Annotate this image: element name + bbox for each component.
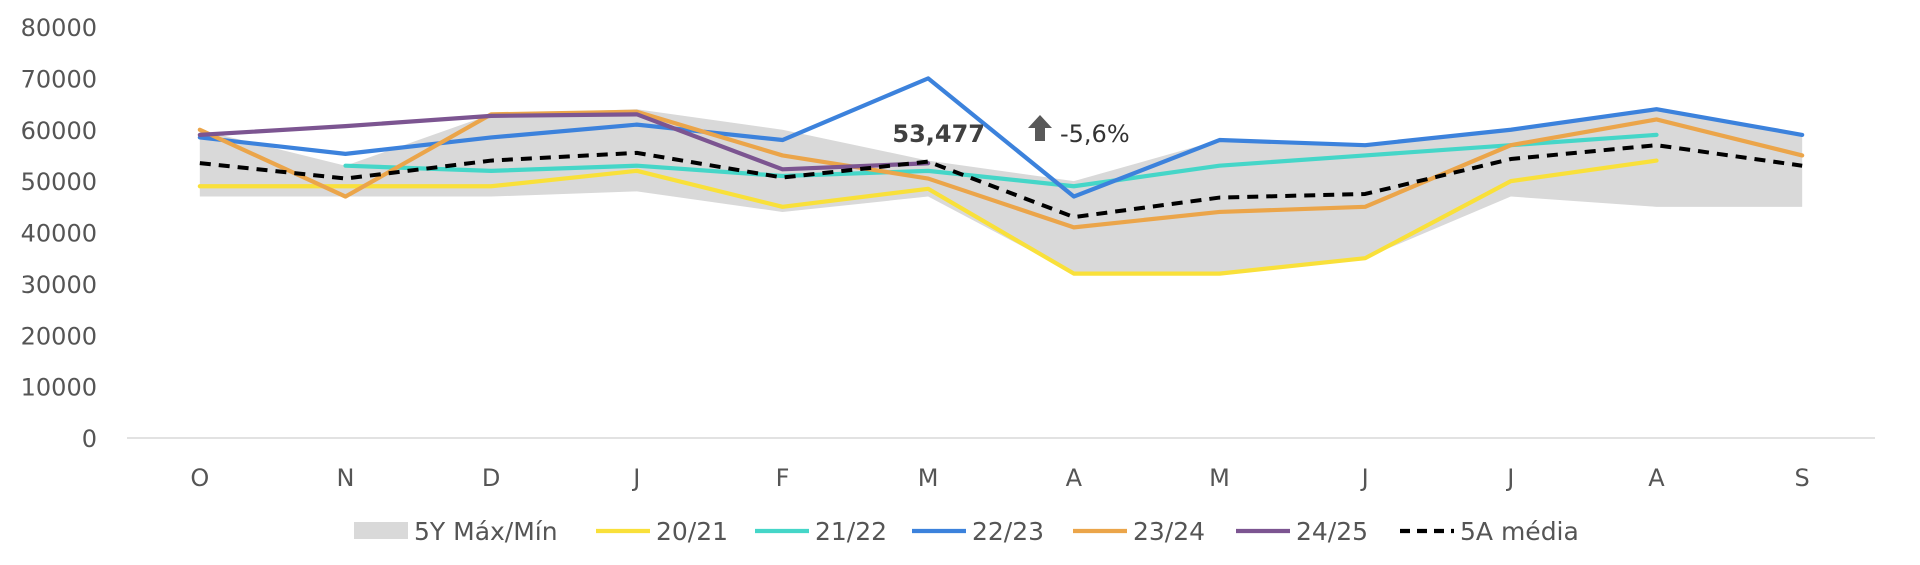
series-line-22-23 xyxy=(197,76,1805,199)
x-tick-label: M xyxy=(1209,464,1230,492)
annotation-value: 53,477 xyxy=(892,120,985,148)
legend-label: 22/23 xyxy=(972,517,1044,546)
x-tick-label: M xyxy=(918,464,939,492)
series-line-5a-m-dia xyxy=(199,143,1803,220)
legend-item: 21/22 xyxy=(755,517,887,546)
y-tick-label: 50000 xyxy=(21,168,97,196)
band-max-min-area xyxy=(199,109,1803,274)
band-layer xyxy=(199,109,1803,274)
arrow-up-icon xyxy=(1028,115,1052,141)
legend-label: 5A média xyxy=(1460,517,1579,546)
y-tick-label: 20000 xyxy=(21,322,97,350)
y-tick-label: 60000 xyxy=(21,117,97,145)
annotation-change: -5,6% xyxy=(1060,120,1130,148)
x-tick-label: J xyxy=(1360,464,1369,492)
series-line-24-25 xyxy=(197,112,931,172)
legend-item: 20/21 xyxy=(596,517,728,546)
legend-item: 24/25 xyxy=(1236,517,1368,546)
x-tick-label: O xyxy=(190,464,209,492)
series-line-20-21 xyxy=(197,158,1659,276)
y-tick-label: 0 xyxy=(82,425,97,453)
y-axis: 0 10000 20000 30000 40000 50000 60000 70000 8000… xyxy=(21,14,97,453)
legend-label: 24/25 xyxy=(1296,517,1368,546)
y-tick-label: 40000 xyxy=(21,220,97,248)
legend-label: 21/22 xyxy=(815,517,887,546)
series-line-23-24 xyxy=(197,109,1805,230)
legend-item: 23/24 xyxy=(1073,517,1205,546)
legend-label: 5Y Máx/Mín xyxy=(414,517,558,546)
legend-item: 22/23 xyxy=(912,517,1044,546)
legend-label: 23/24 xyxy=(1133,517,1205,546)
legend-label: 20/21 xyxy=(656,517,728,546)
x-tick-label: J xyxy=(631,464,640,492)
legend-item: 5Y Máx/Mín xyxy=(354,517,558,546)
x-tick-label: J xyxy=(1505,464,1514,492)
y-tick-label: 80000 xyxy=(21,14,97,42)
x-tick-label: N xyxy=(337,464,355,492)
legend-swatch xyxy=(354,522,408,539)
legend-item: 5A média xyxy=(1400,517,1579,546)
series-line-21-22 xyxy=(343,132,1659,189)
annotation: 53,477 -5,6% xyxy=(892,115,1130,148)
x-tick-label: A xyxy=(1648,464,1665,492)
y-tick-label: 30000 xyxy=(21,271,97,299)
legend: 5Y Máx/Mín 20/21 21/22 22/23 23/24 24/25 5A mé… xyxy=(354,517,1579,546)
x-tick-label: F xyxy=(776,464,790,492)
series-layer xyxy=(197,76,1805,276)
x-tick-label: D xyxy=(482,464,500,492)
y-tick-label: 70000 xyxy=(21,65,97,93)
x-tick-label: S xyxy=(1795,464,1810,492)
y-tick-label: 10000 xyxy=(21,374,97,402)
x-tick-label: A xyxy=(1066,464,1083,492)
